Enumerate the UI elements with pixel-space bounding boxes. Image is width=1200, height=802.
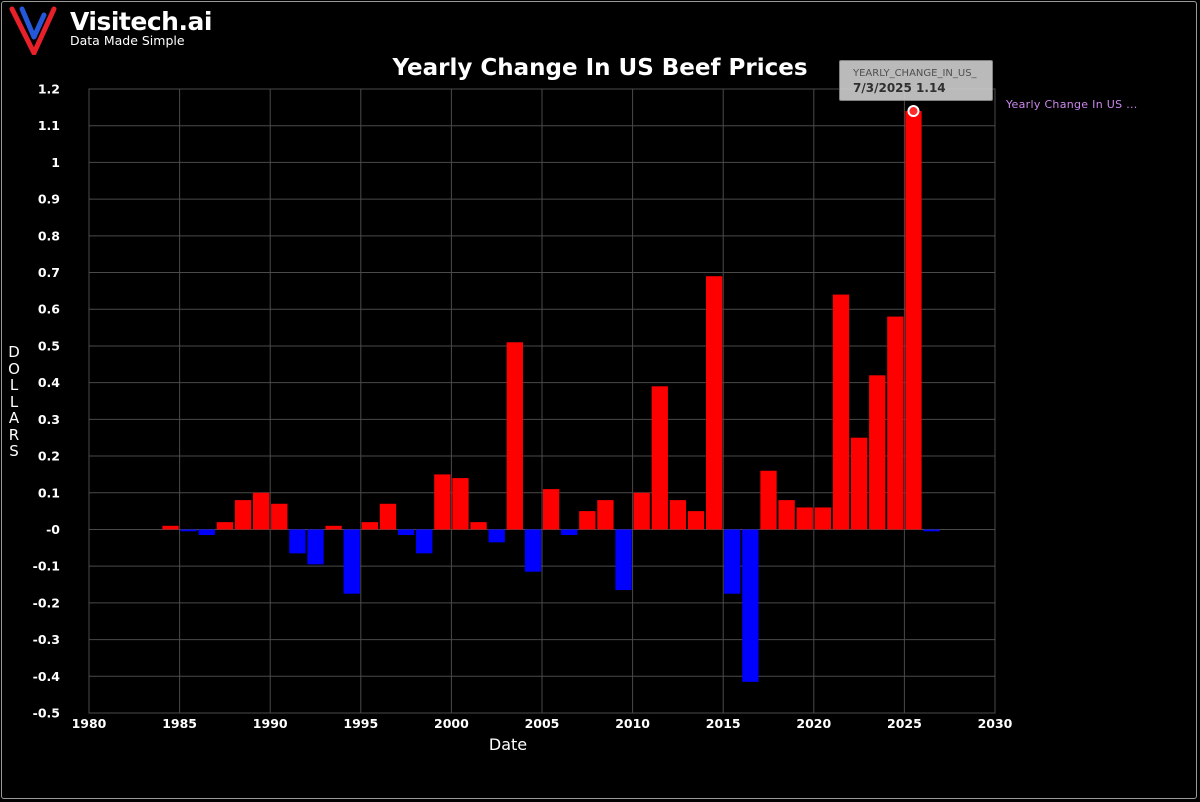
brand-logo[interactable]: Visitech.ai Data Made Simple <box>8 3 212 55</box>
bar <box>778 500 795 530</box>
bar <box>162 525 179 530</box>
bar <box>416 529 433 554</box>
x-tick-label: 1995 <box>343 716 378 731</box>
bar <box>361 522 379 530</box>
brand-tagline: Data Made Simple <box>70 33 185 48</box>
bar <box>724 529 741 594</box>
bar <box>234 500 252 530</box>
bar <box>869 375 886 530</box>
bar <box>615 529 632 591</box>
bar <box>307 529 324 565</box>
bar <box>524 529 542 572</box>
chart-grid <box>88 88 996 714</box>
y-tick-label: -0.5 <box>33 706 60 721</box>
x-tick-label: 2025 <box>887 716 922 731</box>
bar <box>198 529 215 535</box>
bar <box>452 478 469 530</box>
y-tick-label: 0.4 <box>38 375 60 390</box>
y-tick-label: 0.9 <box>38 192 60 207</box>
y-tick-label: 0.6 <box>38 302 60 317</box>
x-tick-label: 1980 <box>72 716 107 731</box>
x-tick-label: 2030 <box>978 716 1013 731</box>
y-tick-label: 1.2 <box>38 82 60 97</box>
y-tick-label: 0.5 <box>38 338 60 353</box>
chart-tooltip: YEARLY_CHANGE_IN_US_ 7/3/2025 1.14 <box>839 60 993 101</box>
hover-marker <box>907 105 920 118</box>
legend-item[interactable]: Yearly Change In US ... <box>1006 98 1138 111</box>
x-tick-label: 1990 <box>253 716 288 731</box>
bar <box>669 500 687 530</box>
bar <box>796 507 813 530</box>
bar <box>325 525 342 530</box>
bar <box>180 529 197 532</box>
y-tick-label: 0.8 <box>38 228 60 243</box>
bar <box>216 522 234 530</box>
bar <box>561 529 578 535</box>
bar <box>705 276 723 530</box>
x-axis-ticks: 1980 1985 1990 1995 2000 2005 2010 2015 2020 2025… <box>72 716 1013 731</box>
x-tick-label: 2000 <box>434 716 469 731</box>
y-axis-ticks: 1.2 1.1 1 0.9 0.8 0.7 0.6 0.5 0.4 0.3 0.2 0.1 -0 -0.1… <box>33 82 61 721</box>
tooltip-value: 7/3/2025 1.14 <box>853 81 946 95</box>
bar <box>850 437 868 530</box>
bar <box>506 342 523 530</box>
bar-series <box>162 111 940 682</box>
bar <box>905 111 922 530</box>
y-tick-label: -0.3 <box>33 632 60 647</box>
bar <box>742 529 759 682</box>
bar <box>542 489 560 530</box>
visitech-logo-icon <box>9 6 57 55</box>
tooltip-series-label: YEARLY_CHANGE_IN_US_ <box>853 68 977 79</box>
y-tick-label: 1.1 <box>38 118 60 133</box>
bar <box>343 529 360 594</box>
bar <box>832 294 850 530</box>
bar <box>470 522 487 530</box>
x-tick-label: 2015 <box>706 716 741 731</box>
y-tick-label: -0.2 <box>33 595 60 610</box>
bar <box>687 511 705 530</box>
x-tick-label: 1985 <box>162 716 197 731</box>
bar <box>597 500 614 530</box>
y-tick-label: 1 <box>51 155 60 170</box>
bar <box>651 386 668 530</box>
chart-title: Yearly Change In US Beef Prices <box>392 55 808 81</box>
x-tick-label: 2010 <box>615 716 650 731</box>
bar <box>434 474 451 530</box>
bar <box>379 503 397 530</box>
bar <box>923 529 940 532</box>
y-tick-label: 0.3 <box>38 412 60 427</box>
hover-point-marker <box>907 105 920 118</box>
bar <box>579 511 596 530</box>
y-tick-label: -0.4 <box>33 669 61 684</box>
bar <box>633 492 650 530</box>
brand-name: Visitech.ai <box>70 7 212 36</box>
y-tick-label: -0.1 <box>33 559 60 574</box>
bar <box>397 529 415 535</box>
bar <box>488 529 505 543</box>
y-tick-label: 0.2 <box>38 449 60 464</box>
x-axis-label: Date <box>488 735 528 754</box>
bar <box>814 507 832 530</box>
y-tick-label: -0 <box>46 522 60 537</box>
bar <box>289 529 306 554</box>
bar <box>252 492 270 530</box>
y-tick-label: 0.7 <box>38 265 60 280</box>
y-tick-label: 0.1 <box>38 485 60 500</box>
x-tick-label: 2005 <box>525 716 560 731</box>
bar <box>760 470 777 530</box>
bar <box>271 503 288 530</box>
x-tick-label: 2020 <box>796 716 831 731</box>
bar <box>887 316 904 530</box>
